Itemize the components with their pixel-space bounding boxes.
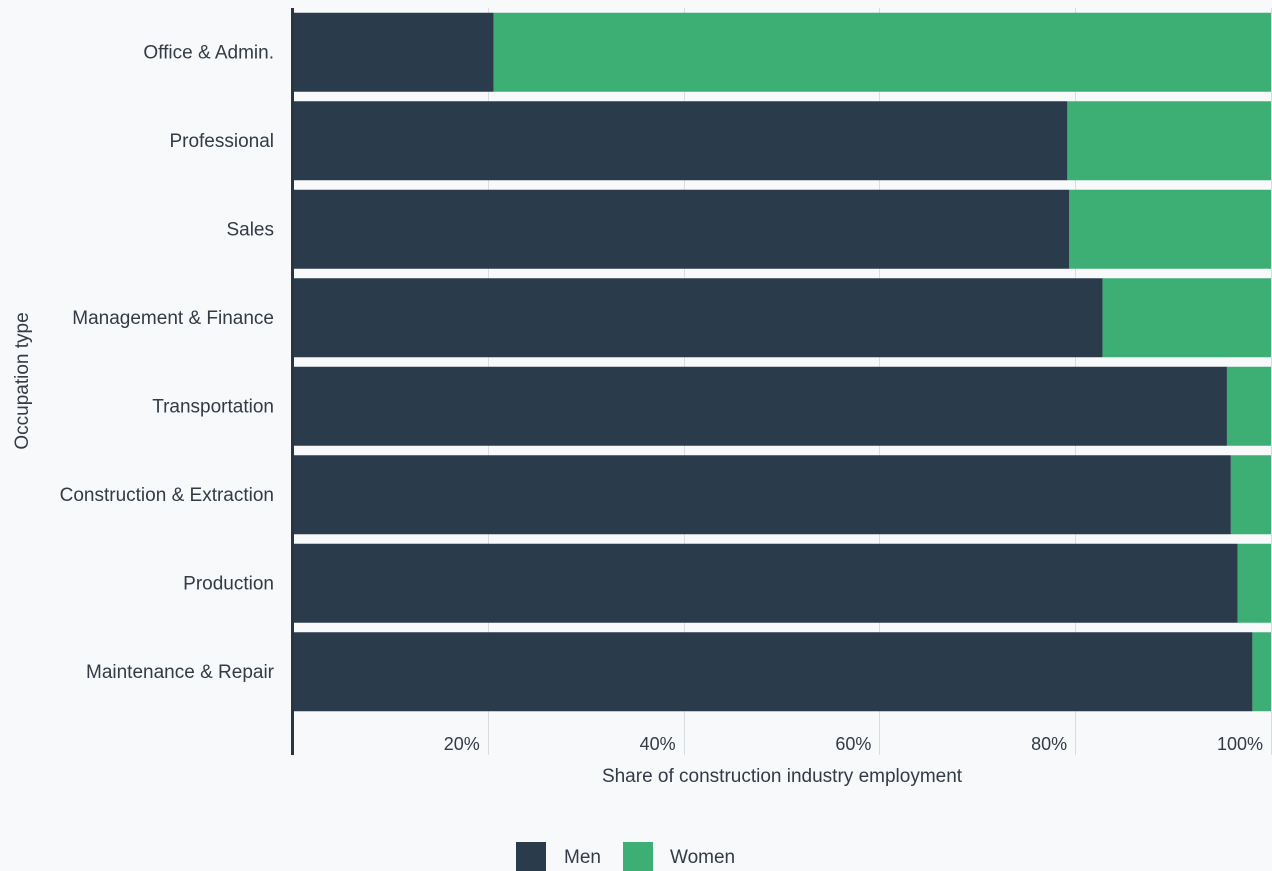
x-tick-labels: 20% 40% 60% 80% 100% bbox=[444, 734, 1263, 754]
bar-women-0[interactable] bbox=[493, 12, 1271, 92]
x-tick-label: 60% bbox=[835, 734, 871, 754]
bar-women-4[interactable] bbox=[1226, 366, 1271, 446]
bar-men-6[interactable] bbox=[292, 543, 1238, 623]
category-label: Management & Finance bbox=[72, 308, 274, 329]
bar-men-2[interactable] bbox=[292, 189, 1070, 269]
x-tick-label: 100% bbox=[1217, 734, 1263, 754]
legend-swatch-men[interactable] bbox=[516, 842, 546, 871]
category-label: Professional bbox=[169, 131, 274, 152]
bar-women-5[interactable] bbox=[1230, 455, 1271, 535]
category-label: Transportation bbox=[152, 396, 274, 417]
x-tick-label: 40% bbox=[640, 734, 676, 754]
bar-men-5[interactable] bbox=[292, 455, 1231, 535]
bar-women-2[interactable] bbox=[1069, 189, 1271, 269]
legend-label-women[interactable]: Women bbox=[670, 847, 735, 868]
bar-women-6[interactable] bbox=[1237, 543, 1271, 623]
bar-men-3[interactable] bbox=[292, 278, 1103, 358]
x-tick-label: 80% bbox=[1031, 734, 1067, 754]
category-label: Production bbox=[183, 573, 274, 594]
bar-men-7[interactable] bbox=[292, 632, 1253, 712]
bar-women-7[interactable] bbox=[1252, 632, 1271, 712]
legend-label-men[interactable]: Men bbox=[564, 847, 601, 868]
bar-women-1[interactable] bbox=[1067, 101, 1271, 181]
bar-men-1[interactable] bbox=[292, 101, 1068, 181]
category-labels: Office & Admin. Professional Sales Manageme… bbox=[60, 42, 275, 683]
category-label: Maintenance & Repair bbox=[86, 662, 275, 683]
legend[interactable]: Men Women bbox=[516, 842, 735, 871]
x-tick-label: 20% bbox=[444, 734, 480, 754]
category-label: Sales bbox=[226, 219, 274, 240]
bars bbox=[292, 12, 1271, 712]
bar-women-3[interactable] bbox=[1102, 278, 1271, 358]
bar-men-4[interactable] bbox=[292, 366, 1227, 446]
legend-swatch-women[interactable] bbox=[623, 842, 653, 871]
y-axis-title: Occupation type bbox=[12, 312, 33, 449]
bar-men-0[interactable] bbox=[292, 12, 494, 92]
category-label: Office & Admin. bbox=[143, 42, 274, 63]
category-label: Construction & Extraction bbox=[60, 485, 274, 506]
x-axis-title: Share of construction industry employmen… bbox=[602, 766, 963, 787]
